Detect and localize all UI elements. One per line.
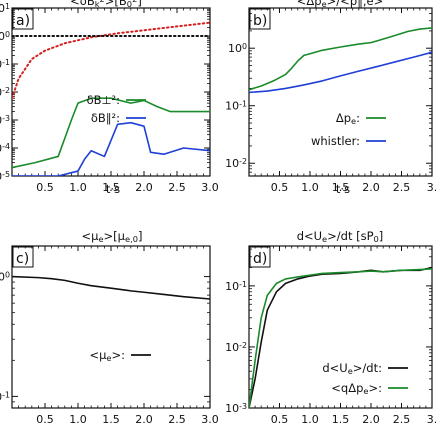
panel-label: d) xyxy=(253,251,267,267)
y-tick-label: 10-1 xyxy=(0,390,10,403)
series-line-2 xyxy=(249,51,432,94)
x-tick-label: 2.5 xyxy=(168,181,186,194)
panel-label: a) xyxy=(16,13,30,29)
x-tick-label: 2.5 xyxy=(168,413,186,426)
x-axis-label: t·s xyxy=(336,182,350,196)
legend-label: Δpe: xyxy=(336,111,360,126)
series-line-1 xyxy=(249,27,432,91)
y-tick-label: 10-1 xyxy=(0,58,10,71)
panel-title: d<Ue>/dt [sP0] xyxy=(297,229,384,244)
y-tick-label: 10-3 xyxy=(0,114,10,127)
axes-frame xyxy=(11,245,211,409)
panel-title: <μe>[μe,0] xyxy=(82,229,143,244)
x-tick-label: 0.5 xyxy=(36,181,54,194)
y-tick-label: 10-2 xyxy=(225,341,247,354)
legend-label: δB⊥²: xyxy=(87,93,120,107)
series-line-2 xyxy=(249,268,432,408)
axes-frame xyxy=(11,7,211,177)
x-tick-label: 2.5 xyxy=(393,181,411,194)
x-tick-label: 3.0 xyxy=(201,413,219,426)
x-tick-label: 0.5 xyxy=(36,413,54,426)
legend-label: whistler: xyxy=(311,134,360,148)
panel-2: <Δpe>/<p∥,e> b) 0.5 1.0 1.5 2.0 2.5 3. 100 10-1 10… xyxy=(225,0,436,196)
x-tick-label: 0.5 xyxy=(271,181,289,194)
x-tick-label: 3. xyxy=(427,181,436,194)
x-tick-label: 1.5 xyxy=(102,413,120,426)
series-group xyxy=(12,21,210,176)
y-tick-label: 100 xyxy=(0,271,10,284)
x-tick-label: 2.0 xyxy=(135,413,153,426)
x-tick-label: 2.5 xyxy=(393,413,411,426)
panel-title: <δBk2>[B02] xyxy=(70,0,142,9)
x-tick-label: 1.0 xyxy=(301,413,319,426)
x-tick-label: 1.0 xyxy=(69,181,87,194)
series-line-1 xyxy=(12,97,210,169)
y-tick-label: 101 xyxy=(0,2,10,15)
panel-label: b) xyxy=(253,13,267,29)
x-tick-label: 1.5 xyxy=(332,413,350,426)
x-axis-label: t·s xyxy=(106,182,120,196)
legend-label: <μe>: xyxy=(89,348,125,363)
y-tick-label: 10-1 xyxy=(225,100,247,113)
series-group xyxy=(12,275,210,300)
y-tick-label: 10-3 xyxy=(225,402,247,415)
series-line-3 xyxy=(12,21,210,100)
y-tick-label: 10-2 xyxy=(0,86,10,99)
x-tick-label: 3. xyxy=(427,413,436,426)
series-line-2 xyxy=(12,121,210,176)
x-tick-label: 2.0 xyxy=(362,181,380,194)
x-tick-label: 1.5 xyxy=(332,181,350,194)
x-tick-label: 2.0 xyxy=(135,181,153,194)
legend-label: d<Ue>/dt: xyxy=(322,361,382,376)
legend-label: <qΔpe>: xyxy=(331,381,382,396)
y-tick-label: 10-2 xyxy=(225,157,247,170)
y-tick-label: 10-1 xyxy=(225,280,247,293)
panel-label: c) xyxy=(16,251,29,267)
series-group xyxy=(249,27,432,94)
y-tick-label: 10-4 xyxy=(0,142,10,155)
panel-label-box xyxy=(12,246,34,268)
series-group xyxy=(249,266,432,408)
y-tick-label: 100 xyxy=(0,30,10,43)
x-tick-label: 2.0 xyxy=(362,413,380,426)
x-tick-label: 1.0 xyxy=(69,413,87,426)
panel-1: <δBk2>[B02] a) 0.5 1.0 1.5 2.0 2.5 3.0 101 100 10-… xyxy=(0,0,219,196)
series-line-1 xyxy=(12,275,210,300)
panel-4: d<Ue>/dt [sP0] d) 0.5 1.0 1.5 2.0 2.5 3. 10-1 10-… xyxy=(225,229,436,426)
panel-3: <μe>[μe,0] c) 0.5 1.0 1.5 2.0 2.5 3.0 100 10-1 <μe… xyxy=(0,229,219,426)
panel-label-box xyxy=(249,8,271,30)
y-tick-label: 10-5 xyxy=(0,170,10,183)
panel-title: <Δpe>/<p∥,e> xyxy=(297,0,383,9)
x-tick-label: 0.5 xyxy=(271,413,289,426)
x-tick-label: 1.0 xyxy=(301,181,319,194)
x-tick-label: 3.0 xyxy=(201,181,219,194)
x-tick-label: 1.5 xyxy=(102,181,120,194)
legend-label: δB∥²: xyxy=(91,111,120,125)
y-tick-label: 100 xyxy=(228,42,247,55)
